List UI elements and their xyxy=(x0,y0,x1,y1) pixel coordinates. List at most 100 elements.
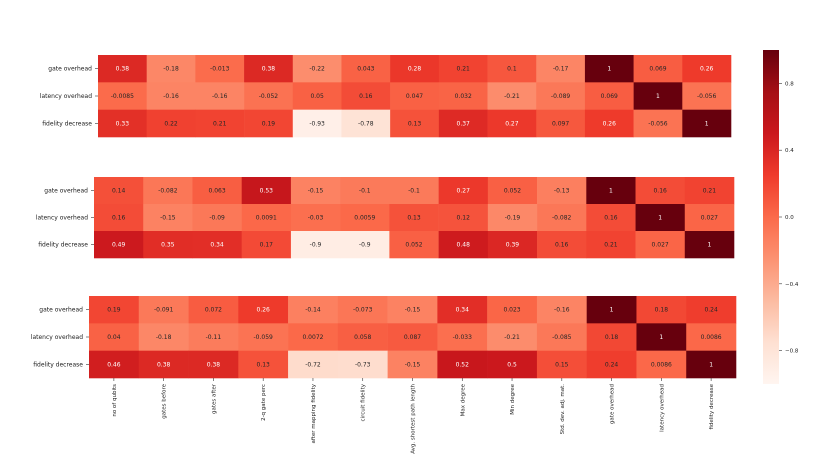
cell-value-label: 0.16 xyxy=(653,188,667,195)
heatmap-cell xyxy=(584,55,634,83)
heatmap-cell xyxy=(143,204,193,232)
heatmap-cell xyxy=(487,177,538,205)
cell-value-label: 0.17 xyxy=(260,242,274,249)
cell-value-label: 0.097 xyxy=(552,120,569,127)
heatmap-cell xyxy=(437,323,488,351)
heatmap-cell xyxy=(290,204,341,232)
heatmap-cell xyxy=(586,231,636,259)
cell-value-label: 0.35 xyxy=(161,242,175,249)
cell-value-label: -0.056 xyxy=(648,120,668,127)
cell-value-label: 1 xyxy=(707,242,711,249)
heatmap-cell xyxy=(438,231,489,259)
colorbar-tick-label: −0.8 xyxy=(785,349,799,355)
cell-value-label: -0.09 xyxy=(209,215,225,222)
heatmap-cell xyxy=(635,231,686,259)
heatmap-cell xyxy=(584,109,634,138)
cell-value-label: -0.052 xyxy=(259,93,279,100)
heatmap-cell xyxy=(188,350,239,379)
heatmap-cell xyxy=(241,204,292,232)
heatmap-cell xyxy=(389,231,439,259)
heatmap-cell xyxy=(195,109,245,138)
heatmap-cell xyxy=(682,55,732,83)
heatmap-cell xyxy=(636,350,687,379)
heatmap-cell xyxy=(138,323,189,351)
cell-value-label: -0.059 xyxy=(254,334,274,341)
cell-value-label: 0.21 xyxy=(604,242,618,249)
heatmap-cell xyxy=(636,296,687,324)
cell-value-label: 0.52 xyxy=(456,361,470,368)
cell-value-label: -0.082 xyxy=(552,215,572,222)
heatmap-cell xyxy=(341,82,391,110)
heatmap-cell xyxy=(389,177,439,205)
cell-value-label: -0.085 xyxy=(552,334,572,341)
heatmap-panel-3: 0.19 -0.091 0.072 0.26 -0.14 -0.073 -0.15 0.34 0… xyxy=(31,296,737,379)
heatmap-cell xyxy=(292,55,342,83)
heatmap-cell xyxy=(341,55,391,83)
y-tick-label: gate overhead xyxy=(44,188,88,195)
heatmap-cell xyxy=(635,204,686,232)
cell-value-label: 0.047 xyxy=(406,93,423,100)
cell-value-label: -0.0085 xyxy=(111,93,134,100)
cell-value-label: 0.26 xyxy=(700,66,714,73)
heatmap-cell xyxy=(536,350,587,379)
heatmap-cell xyxy=(536,55,586,83)
heatmap-cell xyxy=(537,177,587,205)
cell-value-label: -0.18 xyxy=(163,66,179,73)
heatmap-cell xyxy=(536,82,586,110)
cell-value-label: 0.0086 xyxy=(651,361,672,368)
heatmap-cell xyxy=(686,350,737,379)
heatmap-cell xyxy=(192,177,242,205)
cell-value-label: -0.9 xyxy=(359,242,371,249)
cell-value-label: -0.19 xyxy=(505,215,521,222)
heatmap-cell xyxy=(684,231,735,259)
colorbar-tick-label: 0.4 xyxy=(785,148,794,154)
y-tick-label: gate overhead xyxy=(39,307,83,314)
heatmap-cell xyxy=(586,177,636,205)
cell-value-label: -0.22 xyxy=(309,66,325,73)
cell-value-label: 0.032 xyxy=(455,93,472,100)
heatmap-cell xyxy=(138,350,189,379)
cell-value-label: 0.53 xyxy=(260,188,274,195)
cell-value-label: 1 xyxy=(609,188,613,195)
cell-value-label: 0.16 xyxy=(555,242,569,249)
cell-value-label: 0.33 xyxy=(116,120,130,127)
heatmap-cell xyxy=(94,177,144,205)
heatmap-cell xyxy=(288,350,339,379)
cell-value-label: -0.1 xyxy=(408,188,420,195)
cell-value-label: 0.24 xyxy=(704,307,718,314)
heatmap-cell xyxy=(487,55,537,83)
heatmap-cell xyxy=(633,55,683,83)
heatmap-cell xyxy=(537,231,587,259)
heatmap-cell xyxy=(288,323,339,351)
heatmap-cell xyxy=(387,296,438,324)
x-tick-label: Max degree xyxy=(460,383,466,416)
cell-value-label: 0.12 xyxy=(457,215,471,222)
cell-value-label: 0.072 xyxy=(205,307,222,314)
colorbar-tick-label: 0.0 xyxy=(785,215,794,221)
cell-value-label: -0.15 xyxy=(405,361,421,368)
cell-value-label: 0.052 xyxy=(405,242,422,249)
heatmap-cell xyxy=(686,296,737,324)
cell-value-label: 0.26 xyxy=(257,307,271,314)
heatmap-cell xyxy=(536,109,586,138)
heatmap-cell xyxy=(188,296,239,324)
cell-value-label: 1 xyxy=(659,334,663,341)
cell-value-label: -0.16 xyxy=(163,93,179,100)
heatmap-cell xyxy=(340,177,390,205)
heatmap-cell xyxy=(337,323,388,351)
heatmap-cell xyxy=(337,350,388,379)
heatmap-cell xyxy=(387,350,438,379)
cell-value-label: 0.34 xyxy=(210,242,224,249)
cell-value-label: 0.0072 xyxy=(302,334,323,341)
heatmap-cell xyxy=(387,323,438,351)
heatmap-cell xyxy=(241,231,292,259)
heatmap-cell xyxy=(146,55,196,83)
heatmap-cell xyxy=(98,109,147,138)
cell-value-label: 0.16 xyxy=(359,93,373,100)
cell-value-label: 0.023 xyxy=(503,307,520,314)
cell-value-label: -0.21 xyxy=(504,334,520,341)
y-tick-label: gate overhead xyxy=(48,66,92,73)
y-tick-label: fidelity decrease xyxy=(38,242,88,249)
x-tick-label: Std. dev. adj. mat. xyxy=(560,384,566,435)
cell-value-label: 0.043 xyxy=(357,66,374,73)
